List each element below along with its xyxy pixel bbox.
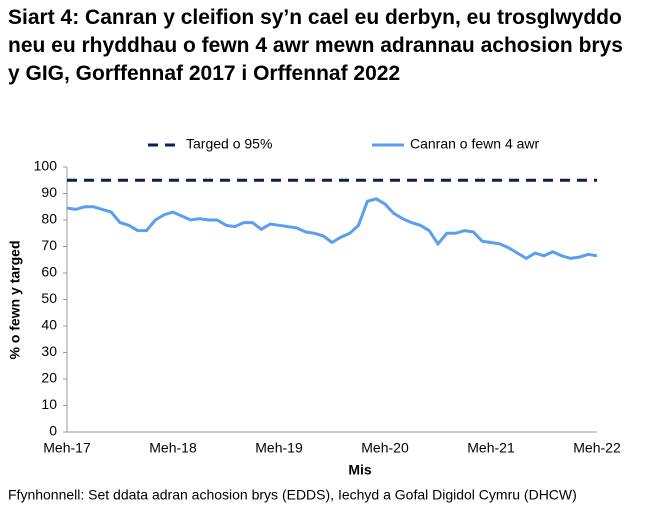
y-tick-label: 50 <box>41 290 57 306</box>
legend-label: Targed o 95% <box>186 136 272 152</box>
y-tick-label: 70 <box>41 237 57 253</box>
y-tick-label: 90 <box>41 184 57 200</box>
y-tick-label: 60 <box>41 264 57 280</box>
y-tick-label: 20 <box>41 370 57 386</box>
y-tick-label: 30 <box>41 343 57 359</box>
x-tick-label: Meh-22 <box>573 440 621 456</box>
y-axis-title: % o fewn y targed <box>7 240 23 359</box>
x-tick-label: Meh-17 <box>43 440 91 456</box>
x-axis-title: Mis <box>348 462 372 478</box>
chart-title: Siart 4: Canran y cleifion sy’n cael eu … <box>8 6 623 85</box>
x-tick-label: Meh-20 <box>361 440 409 456</box>
y-tick-label: 40 <box>41 317 57 333</box>
y-tick-label: 100 <box>34 158 58 174</box>
y-tick-label: 10 <box>41 396 57 412</box>
source-note: Ffynhonnell: Set ddata adran achosion br… <box>8 487 577 503</box>
x-tick-label: Meh-18 <box>149 440 197 456</box>
series-line <box>66 197 598 261</box>
y-tick-label: 0 <box>49 423 57 439</box>
x-tick-label: Meh-19 <box>255 440 303 456</box>
x-tick-label: Meh-21 <box>467 440 515 456</box>
legend-label: Canran o fewn 4 awr <box>410 136 540 152</box>
y-tick-label: 80 <box>41 211 57 227</box>
